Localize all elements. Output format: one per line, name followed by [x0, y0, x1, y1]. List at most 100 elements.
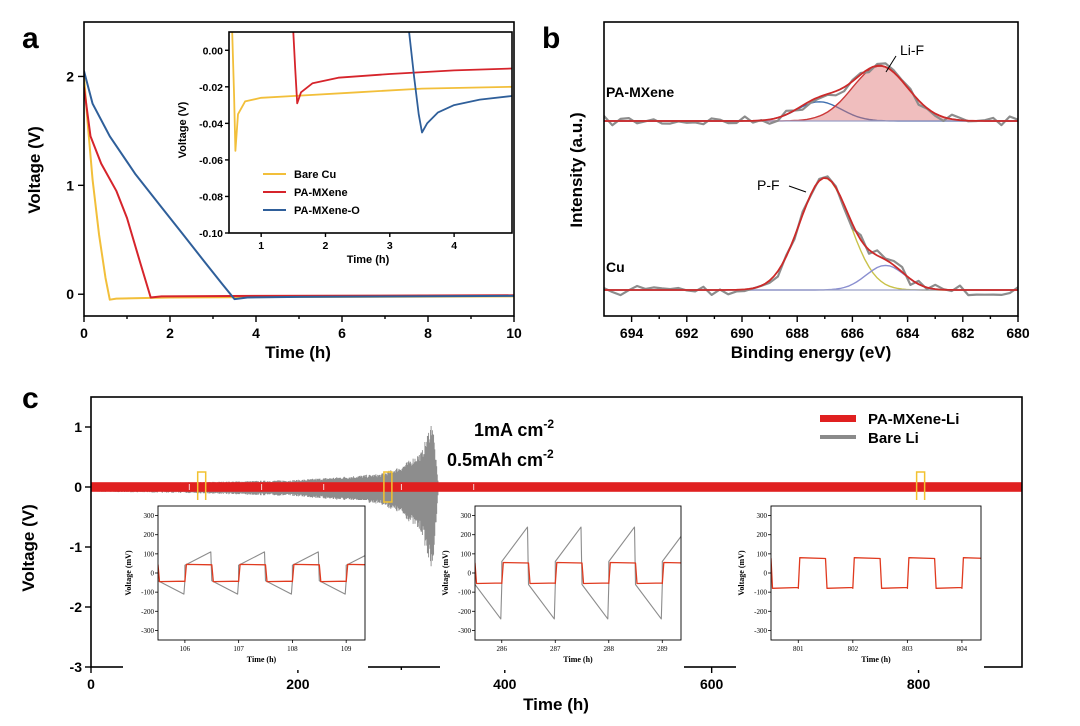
panel-a-label: a: [22, 22, 39, 55]
figure: a 0 2 4 6 8 100 1 2 Time (h) Voltage (V) 1 2 3 4 0.…: [0, 0, 1080, 726]
x-tick-label: 2: [166, 325, 174, 341]
panel-b: b 694 692 690 688 686 684 682 680 Binding energ…: [542, 22, 1030, 362]
panel-b-xlabel: Binding energy (eV): [731, 343, 892, 362]
x-tick-label: 686: [841, 325, 865, 341]
inset-x-tick-label: 286: [497, 645, 508, 653]
legend-swatch-bare-li: [820, 435, 856, 439]
panel-c-insets: 106 107 108 109 300 200 100 0 -100 -200 -300 Time (…: [123, 500, 1071, 670]
inset-y-tick-label: 300: [144, 512, 155, 520]
inset-ylabel: Voltage (mV): [124, 550, 133, 596]
inset-y-tick-label: -0.06: [199, 155, 223, 167]
inset-x-tick-label: 108: [287, 645, 298, 653]
inset-y-tick-label: -0.08: [199, 191, 223, 203]
x-tick-label: 684: [896, 325, 920, 341]
panel-c-legend: PA-MXene-Li Bare Li: [820, 411, 959, 447]
y-tick-label: -2: [70, 599, 83, 615]
inset-x-tick-label: 3: [387, 240, 393, 252]
x-tick-label: 4: [252, 325, 260, 341]
panel-b-ylabel: Intensity (a.u.): [567, 112, 586, 227]
envelope-fit-cu: [604, 178, 1018, 290]
cycling-inset-2: 286 287 288 2893002001000-100-200-300Time (…: [440, 500, 769, 670]
x-tick-label: 6: [338, 325, 346, 341]
panel-c-label: c: [22, 382, 39, 415]
spectrum-label-pa-mxene: PA-MXene: [606, 84, 674, 100]
annotation-li-f: Li-F: [900, 42, 924, 58]
inset-x-tick-label: 801: [793, 645, 804, 653]
panel-c: c 0 200 400 600 800 1 0 -1 -2 -3 Time (h) Voltage…: [19, 382, 1071, 714]
inset-y-tick-label: -300: [141, 627, 154, 635]
inset-y-tick-label: -0.04: [199, 118, 223, 130]
panel-a-ylabel: Voltage (V): [25, 126, 44, 214]
inset-x-tick-label: 1: [258, 240, 264, 252]
legend-pa-mxene-li: PA-MXene-Li: [868, 411, 959, 428]
y-tick-label: 2: [66, 68, 74, 84]
panel-b-ticks: 694 692 690 688 686 684 682 680: [620, 316, 1030, 341]
condition-capacity: 0.5mAh cm-2: [447, 447, 554, 470]
inset-x-tick-label: 109: [341, 645, 352, 653]
panel-a-inset: 1 2 3 4 0.00 -0.02 -0.04 -0.06 -0.08 -0.10 Time (…: [177, 28, 512, 266]
inset-y-tick-label: -0.10: [199, 228, 223, 240]
panel-a: a 0 2 4 6 8 10012 Time (h) Voltage (V) 1 2 3 40.…: [22, 22, 522, 362]
inset-ylabel: Voltage (mV): [737, 550, 746, 596]
x-tick-label: 682: [951, 325, 975, 341]
inset-x-tick-label: 2: [323, 240, 329, 252]
inset-y-tick-label: 100: [461, 550, 472, 558]
inset-y-tick-label: -100: [458, 589, 471, 597]
panel-a-inset-ylabel: Voltage (V): [177, 101, 189, 158]
x-tick-label: 600: [700, 676, 724, 692]
panel-a-inset-bg: [225, 28, 512, 234]
inset-x-tick-label: 804: [957, 645, 968, 653]
inset-y-tick-label: -300: [754, 627, 767, 635]
inset-y-tick-label: -200: [754, 608, 767, 616]
inset-y-tick-label: -100: [754, 589, 767, 597]
y-tick-label: 0: [74, 479, 82, 495]
inset-y-tick-label: 0.00: [203, 45, 224, 57]
inset-y-tick-label: 100: [757, 550, 768, 558]
legend-pa-mxene-o: PA-MXene-O: [294, 205, 360, 217]
panel-b-frame: [604, 22, 1018, 316]
cycling-inset-3: 801 802 803 804 300 200 100 0 -100 -200 -300 Time (…: [736, 500, 1071, 670]
inset-xlabel: Time (h): [861, 655, 891, 664]
inset-x-tick-label: 287: [550, 645, 561, 653]
panel-a-inset-xlabel: Time (h): [347, 254, 390, 266]
inset-y-tick-label: 300: [461, 512, 472, 520]
x-tick-label: 690: [730, 325, 754, 341]
legend-swatch-pa-mxene-li: [820, 415, 856, 422]
inset-y-tick-label: -0.02: [199, 82, 223, 94]
x-tick-label: 692: [675, 325, 699, 341]
inset-x-tick-label: 288: [604, 645, 615, 653]
inset-xlabel: Time (h): [563, 655, 593, 664]
x-tick-label: 0: [87, 676, 95, 692]
y-tick-label: 0: [66, 286, 74, 302]
inset-x-tick-label: 106: [180, 645, 191, 653]
x-tick-label: 8: [424, 325, 432, 341]
inset-ylabel: Voltage (mV): [441, 550, 450, 596]
panel-c-xlabel: Time (h): [523, 695, 589, 714]
x-tick-label: 800: [907, 676, 931, 692]
x-tick-label: 400: [493, 676, 517, 692]
inset-background: [123, 500, 368, 670]
pa-mxene-li-voltage-trace: [91, 482, 1022, 492]
inset-y-tick-label: 0: [468, 570, 472, 578]
panel-a-xlabel: Time (h): [265, 343, 331, 362]
inset-y-tick-label: 200: [757, 531, 768, 539]
legend-pa-mxene: PA-MXene: [294, 187, 348, 199]
annotation-p-f-pointer: [789, 186, 806, 192]
x-tick-label: 694: [620, 325, 644, 341]
x-tick-label: 688: [786, 325, 810, 341]
x-tick-label: 0: [80, 325, 88, 341]
panel-c-ylabel: Voltage (V): [19, 504, 38, 592]
inset-y-tick-label: 0: [764, 570, 768, 578]
inset-xlabel: Time (h): [247, 655, 277, 664]
x-tick-label: 680: [1006, 325, 1030, 341]
inset-x-tick-label: 107: [233, 645, 244, 653]
legend-bare-li: Bare Li: [868, 430, 919, 447]
x-tick-label: 200: [286, 676, 310, 692]
inset-y-tick-label: 300: [757, 512, 768, 520]
inset-y-tick-label: -200: [141, 608, 154, 616]
inset-x-tick-label: 803: [902, 645, 913, 653]
inset-background: [736, 500, 984, 670]
y-tick-label: 1: [66, 177, 74, 193]
y-tick-label: -3: [70, 659, 83, 675]
inset-x-tick-label: 4: [451, 240, 457, 252]
